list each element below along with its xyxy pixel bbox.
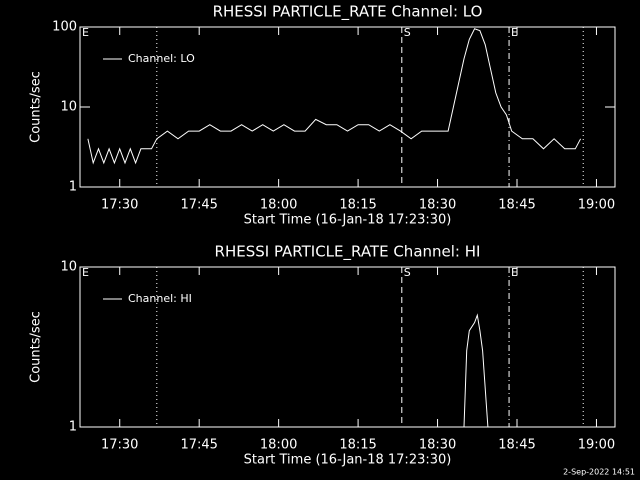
plot-frame <box>79 266 616 428</box>
x-tick-label: 17:30 <box>101 438 138 453</box>
x-tick-label: 18:45 <box>498 198 535 213</box>
y-tick-label: 10 <box>60 260 77 275</box>
y-axis-label: Counts/sec <box>29 311 44 383</box>
legend-label: Channel: LO <box>128 52 195 65</box>
footer: 2-Sep-2022 14:51 <box>563 468 635 477</box>
legend-label: Channel: HI <box>128 292 192 305</box>
marker-label: S <box>404 26 411 39</box>
y-tick-label: 10 <box>60 100 77 115</box>
y-tick-label: 1 <box>69 180 77 195</box>
x-tick-label: 17:45 <box>180 438 217 453</box>
series-line <box>87 28 582 165</box>
x-tick-label: 17:30 <box>101 198 138 213</box>
x-tick-label: 18:00 <box>260 438 297 453</box>
chart-title: RHESSI PARTICLE_RATE Channel: LO <box>213 3 483 22</box>
marker-label: E <box>82 266 89 279</box>
chart-title: RHESSI PARTICLE_RATE Channel: HI <box>215 243 481 262</box>
x-axis-label: Start Time (16-Jan-18 17:23:30) <box>244 453 452 468</box>
x-axis-label: Start Time (16-Jan-18 17:23:30) <box>244 213 452 228</box>
x-tick-label: 18:15 <box>339 198 376 213</box>
marker-label: E <box>511 266 518 279</box>
x-tick-label: 18:15 <box>339 438 376 453</box>
y-tick-label: 1 <box>69 420 77 435</box>
marker-label: E <box>511 26 518 39</box>
x-tick-label: 18:45 <box>498 438 535 453</box>
x-tick-label: 18:30 <box>419 438 456 453</box>
marker-label: E <box>82 26 89 39</box>
y-axis-label: Counts/sec <box>29 71 44 143</box>
x-tick-label: 17:45 <box>180 198 217 213</box>
x-tick-label: 19:00 <box>578 438 615 453</box>
series-line <box>463 313 489 427</box>
plot-frame <box>79 26 616 188</box>
marker-label: S <box>404 266 411 279</box>
x-tick-label: 18:30 <box>419 198 456 213</box>
x-tick-label: 18:00 <box>260 198 297 213</box>
x-tick-label: 19:00 <box>578 198 615 213</box>
y-tick-label: 100 <box>52 20 77 35</box>
